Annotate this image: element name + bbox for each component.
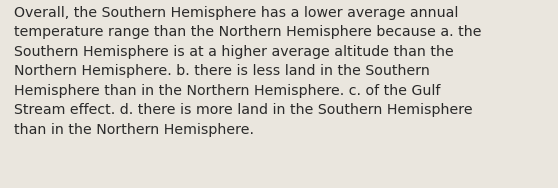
Text: Overall, the Southern Hemisphere has a lower average annual
temperature range th: Overall, the Southern Hemisphere has a l…: [14, 6, 482, 137]
